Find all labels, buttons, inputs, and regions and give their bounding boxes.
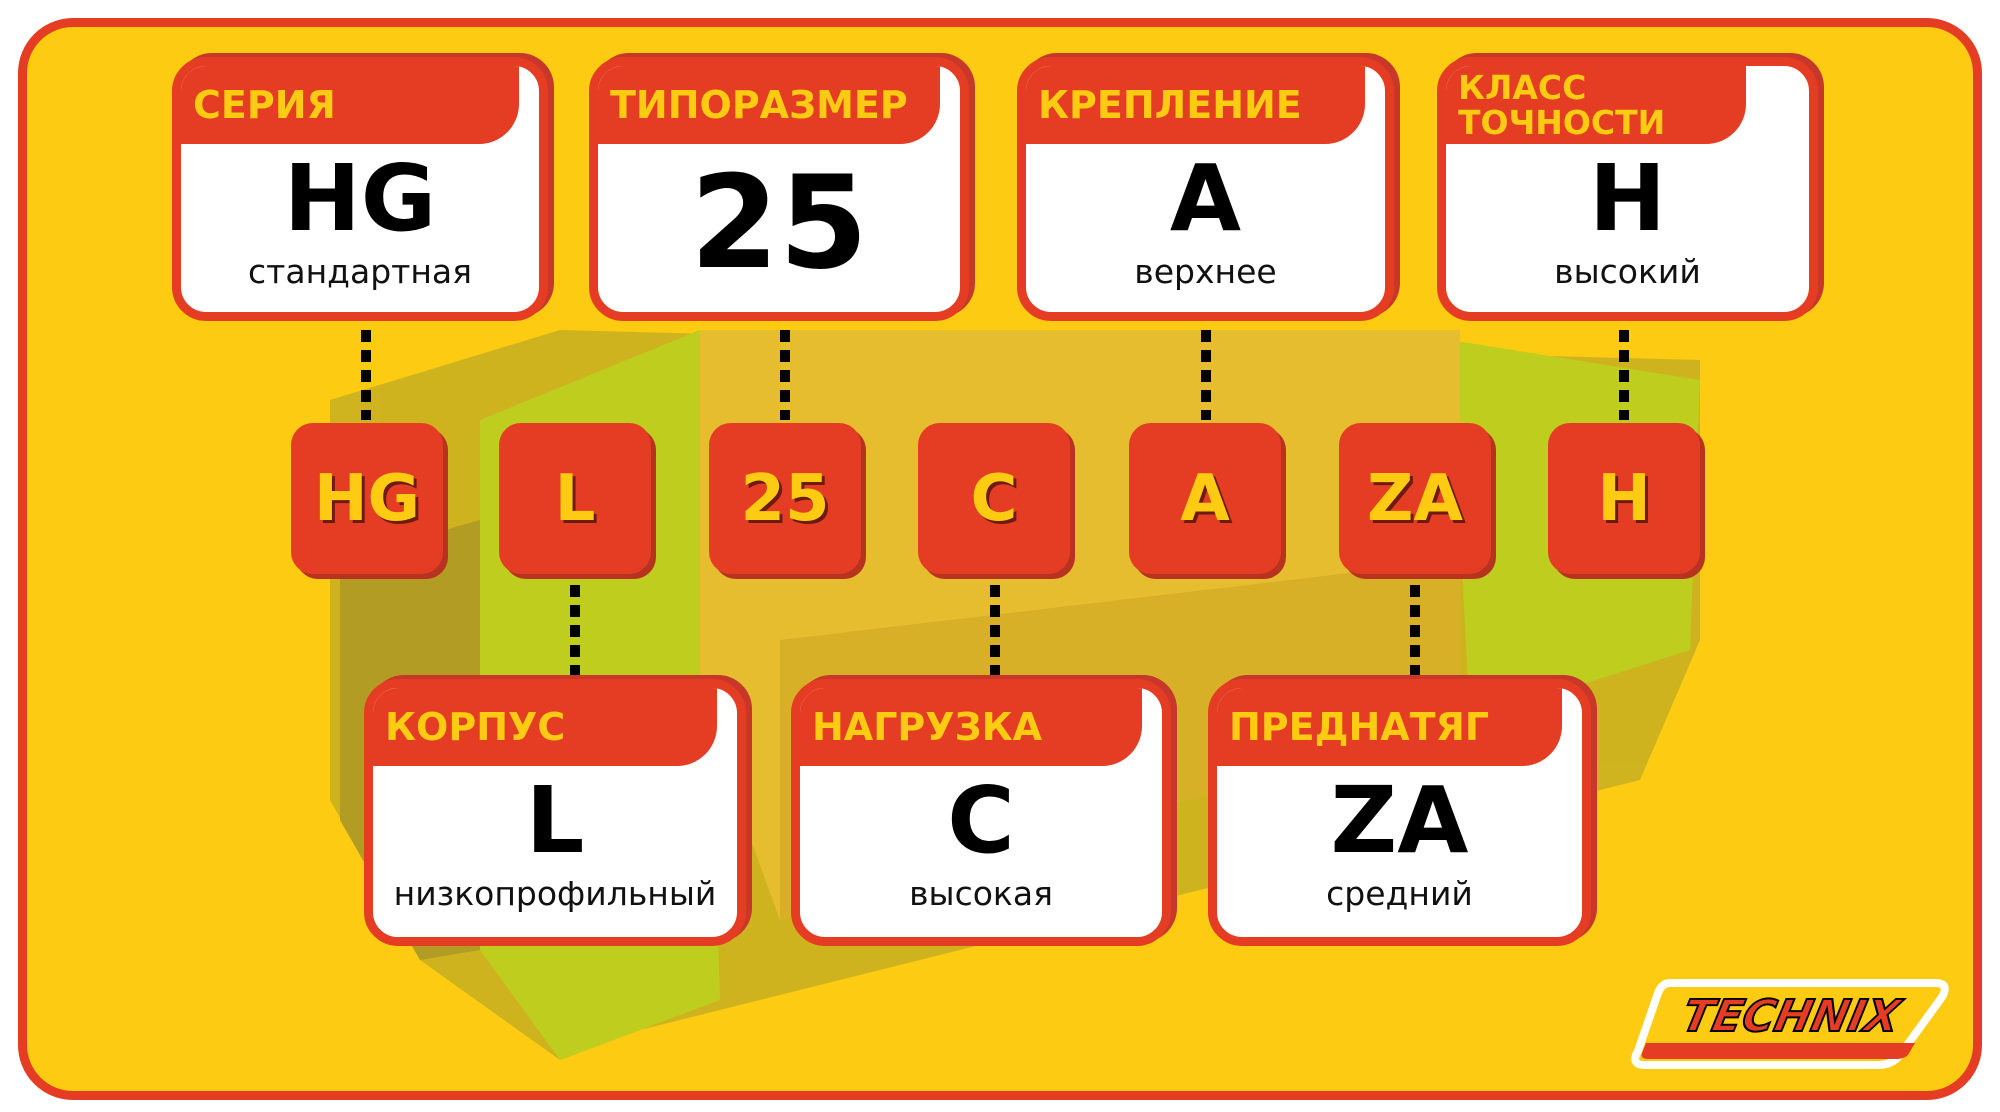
technix-logo: TECHNIX [1631, 979, 1949, 1069]
logo-text: TECHNIX [1678, 991, 1908, 1041]
card-header: ТИПОРАЗМЕР [598, 66, 940, 144]
card-code: 25 [689, 149, 869, 298]
card-description: средний [1326, 874, 1473, 913]
card-code: A [1169, 145, 1242, 252]
card-code: H [1589, 145, 1666, 252]
card-header: НАГРУЗКА [800, 688, 1142, 766]
card-code: L [525, 767, 585, 874]
code-chip-body: L [499, 423, 651, 574]
connector-line [780, 330, 790, 420]
size-card: ТИПОРАЗМЕР 25 [589, 57, 969, 321]
card-header: КЛАСС ТОЧНОСТИ [1446, 66, 1746, 144]
load-card: НАГРУЗКА C высокая [791, 679, 1171, 946]
connector-line [570, 585, 580, 675]
connector-line [1201, 330, 1211, 420]
connector-line [1619, 330, 1629, 420]
card-code: HG [283, 145, 437, 252]
card-description: высокая [909, 874, 1053, 913]
card-description: высокий [1554, 252, 1701, 291]
card-header: КРЕПЛЕНИЕ [1026, 66, 1365, 144]
code-chip-load: C [918, 423, 1070, 574]
card-header: КОРПУС [373, 688, 717, 766]
card-description: верхнее [1134, 252, 1277, 291]
connector-line [361, 330, 371, 420]
card-header: СЕРИЯ [181, 66, 519, 144]
connector-line [990, 585, 1000, 675]
series-card: СЕРИЯ HG стандартная [172, 57, 548, 321]
accuracy-class-card: КЛАСС ТОЧНОСТИ H высокий [1437, 57, 1818, 321]
code-chip-series: HG [291, 423, 443, 574]
preload-card: ПРЕДНАТЯГ ZA средний [1208, 679, 1591, 946]
code-chip-mounting: A [1129, 423, 1281, 574]
body-card: КОРПУС L низкопрофильный [364, 679, 746, 946]
mounting-card: КРЕПЛЕНИЕ A верхнее [1017, 57, 1394, 321]
card-description: низкопрофильный [393, 874, 717, 913]
card-code: C [947, 767, 1015, 874]
card-code: ZA [1330, 767, 1469, 874]
card-description: стандартная [247, 252, 473, 291]
card-header: ПРЕДНАТЯГ [1217, 688, 1562, 766]
connector-line [1410, 585, 1420, 675]
code-chip-accuracy: H [1548, 423, 1700, 574]
code-chip-size: 25 [709, 423, 861, 574]
code-chip-preload: ZA [1339, 423, 1491, 574]
